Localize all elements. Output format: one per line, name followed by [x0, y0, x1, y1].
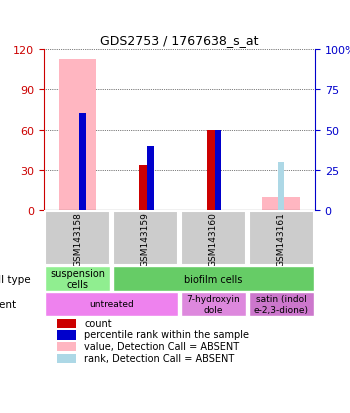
Text: agent: agent: [0, 299, 16, 309]
Bar: [262, 197, 300, 211]
Bar: [139, 165, 152, 211]
Bar: [57, 342, 76, 351]
Bar: [278, 162, 285, 211]
Bar: [181, 211, 246, 266]
Bar: [215, 130, 222, 211]
Text: untreated: untreated: [89, 300, 134, 309]
Bar: [113, 267, 314, 291]
Bar: [57, 319, 76, 328]
Bar: [79, 114, 86, 211]
Bar: [57, 330, 76, 339]
Title: GDS2753 / 1767638_s_at: GDS2753 / 1767638_s_at: [100, 34, 259, 47]
Text: GSM143159: GSM143159: [141, 211, 150, 266]
Text: 7-hydroxyin
dole: 7-hydroxyin dole: [187, 294, 240, 314]
Bar: [59, 60, 96, 211]
Bar: [45, 267, 110, 291]
Text: GSM143161: GSM143161: [276, 211, 286, 266]
Bar: [248, 292, 314, 316]
Text: count: count: [84, 318, 112, 328]
Text: satin (indol
e-2,3-dione): satin (indol e-2,3-dione): [254, 294, 309, 314]
Bar: [45, 292, 178, 316]
Text: GSM143158: GSM143158: [73, 211, 82, 266]
Text: value, Detection Call = ABSENT: value, Detection Call = ABSENT: [84, 341, 239, 351]
Text: biofilm cells: biofilm cells: [184, 274, 243, 284]
Text: suspension
cells: suspension cells: [50, 268, 105, 290]
Polygon shape: [37, 297, 42, 312]
Bar: [57, 354, 76, 363]
Bar: [45, 211, 110, 266]
Bar: [207, 130, 219, 211]
Bar: [248, 211, 314, 266]
Text: cell type: cell type: [0, 274, 31, 284]
Text: GSM143160: GSM143160: [209, 211, 218, 266]
Bar: [181, 292, 246, 316]
Polygon shape: [37, 271, 42, 287]
Text: percentile rank within the sample: percentile rank within the sample: [84, 330, 250, 339]
Text: rank, Detection Call = ABSENT: rank, Detection Call = ABSENT: [84, 354, 235, 363]
Bar: [147, 146, 154, 211]
Bar: [113, 211, 178, 266]
